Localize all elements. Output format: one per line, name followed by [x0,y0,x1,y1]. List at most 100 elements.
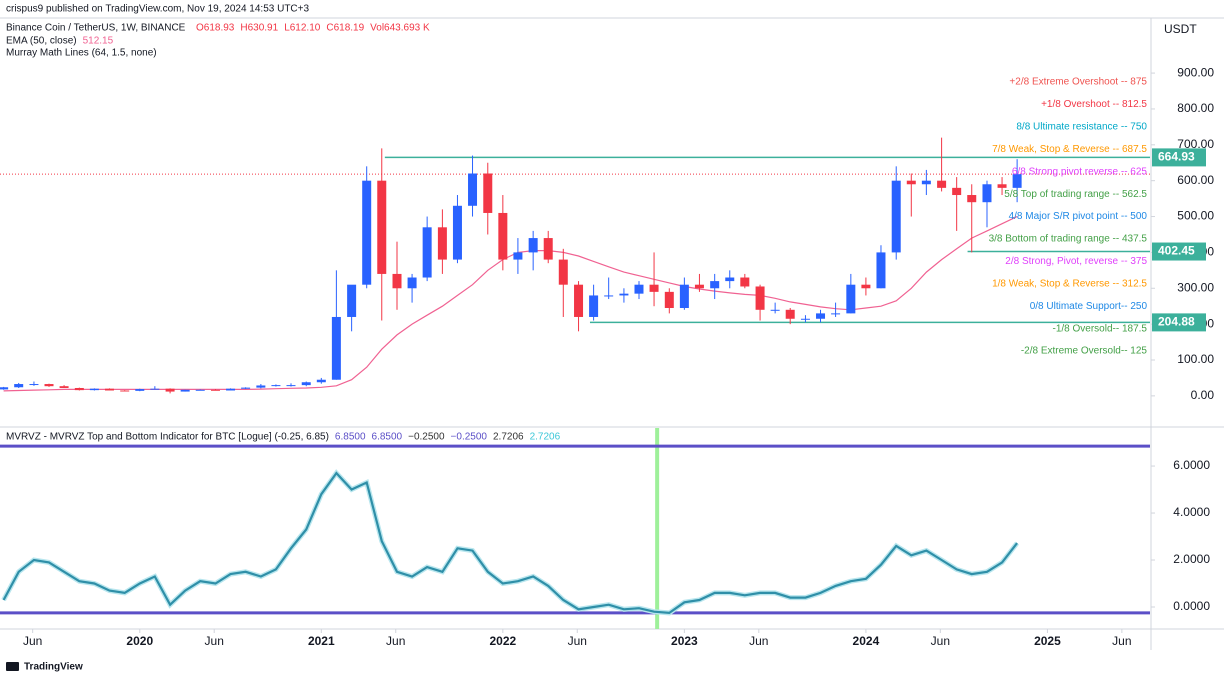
x-tick-label: Jun [205,634,224,648]
y-tick-label: 500.00 [1177,209,1214,223]
candle-body [29,384,39,386]
candle-body [906,180,916,185]
murray-label: 0/8 Ultimate Support-- 250 [1030,301,1148,312]
candle-body [740,277,750,287]
candle-body [437,227,447,260]
candle-body [725,277,735,282]
candle-body [331,316,341,380]
candle-body [952,187,962,196]
candle-body [967,195,977,203]
legend-value: 6.8500 [335,432,366,443]
candle-body [241,387,251,389]
candle-body [362,180,372,285]
murray-label: 5/8 Top of trading range -- 562.5 [1004,189,1147,200]
x-tick-label: 2025 [1034,634,1061,648]
candle-body [831,313,841,315]
currency: USDT [1164,22,1197,36]
candle-body [377,180,387,274]
candle-body [755,286,765,310]
ray-label: 664.93 [1158,150,1195,164]
candle-body [513,252,523,260]
candle-body [997,184,1007,188]
murray-label: 3/8 Bottom of trading range -- 437.5 [989,234,1148,245]
candle-body [452,205,462,260]
candle-body [347,284,357,317]
candle-body [59,386,69,388]
murray-label: 4/8 Major S/R pivot point -- 500 [1009,211,1148,222]
candle-body [316,379,326,383]
murray-label: -1/8 Oversold-- 187.5 [1053,323,1148,334]
candle-body [468,173,478,206]
candle-body [256,385,266,388]
x-tick-label: Jun [386,634,405,648]
candle-body [876,252,886,289]
candle-body [180,389,190,392]
candle-body [301,382,311,386]
y-tick-label: 100.00 [1177,352,1214,366]
y-tick-label: 0.0000 [1173,599,1210,613]
y-tick-label: 600.00 [1177,173,1214,187]
candle-body [649,284,659,292]
candle-body [604,295,614,297]
legend-entry: EMA (50, close) [6,36,77,47]
y-tick-label: 4.0000 [1173,505,1210,519]
ray-label-box [1152,148,1206,167]
candle-body [558,259,568,285]
x-tick-label: 2023 [671,634,698,648]
candle-body [679,284,689,309]
murray-label: 6/8 Strong pivot reverse -- 625 [1012,166,1148,177]
published: crispus9 published on TradingView.com, N… [6,4,309,15]
footer: TradingView [24,662,83,673]
candle-body [785,309,795,319]
candle-body [770,309,780,311]
candle-body [210,389,220,391]
candle-body [937,180,947,188]
candle-body [982,184,992,203]
murray-label: 8/8 Ultimate resistance -- 750 [1016,122,1147,133]
legend-value: C618.19 [326,23,364,34]
candle-body [891,180,901,253]
legend-value: 2.7206 [493,432,524,443]
candle-body [543,238,553,260]
x-tick-label: Jun [568,634,587,648]
x-tick-label: Jun [749,634,768,648]
candle-body [74,387,84,391]
murray-label: 7/8 Weak, Stop & Reverse -- 687.5 [992,144,1147,155]
candle-body [664,291,674,309]
candle-body [574,284,584,317]
candle-body [135,389,145,391]
candle-body [589,295,599,317]
candle-body [1012,174,1022,188]
candle-body [816,313,826,319]
candle-body [165,388,175,392]
ray-label-box [1152,242,1206,261]
legend-value: 2.7206 [530,432,561,443]
y-tick-label: 6.0000 [1173,458,1210,472]
murray-label: 1/8 Weak, Stop & Reverse -- 312.5 [992,278,1147,289]
candle-body [407,277,417,289]
candle-body [44,384,54,387]
x-tick-label: 2024 [853,634,880,648]
legend-value: O618.93 [196,23,235,34]
x-tick-label: 2020 [126,634,153,648]
candle-body [483,173,493,213]
murray-label: +1/8 Overshoot -- 812.5 [1041,99,1147,110]
y-tick-label: 700.00 [1177,137,1214,151]
candle-body [528,238,538,253]
price-pane: +2/8 Extreme Overshoot -- 875 +1/8 Oversh… [0,77,1150,394]
legend-value: −0.2500 [451,432,488,443]
candle-body [846,284,856,314]
candle-body [619,293,629,296]
murray-label: +2/8 Extreme Overshoot -- 875 [1009,77,1147,88]
candle-body [921,180,931,185]
candle-body [226,388,236,391]
candle-body [89,388,99,391]
legend-value: H630.91 [240,23,278,34]
x-tick-label: 2021 [308,634,335,648]
legend-value: 512.15 [83,36,114,47]
x-tick-label: Jun [1112,634,1131,648]
indicator-line [2,471,1018,615]
murray-label: 2/8 Strong, Pivot, reverse -- 375 [1005,256,1147,267]
murray-label: -2/8 Extreme Oversold-- 125 [1021,346,1148,357]
